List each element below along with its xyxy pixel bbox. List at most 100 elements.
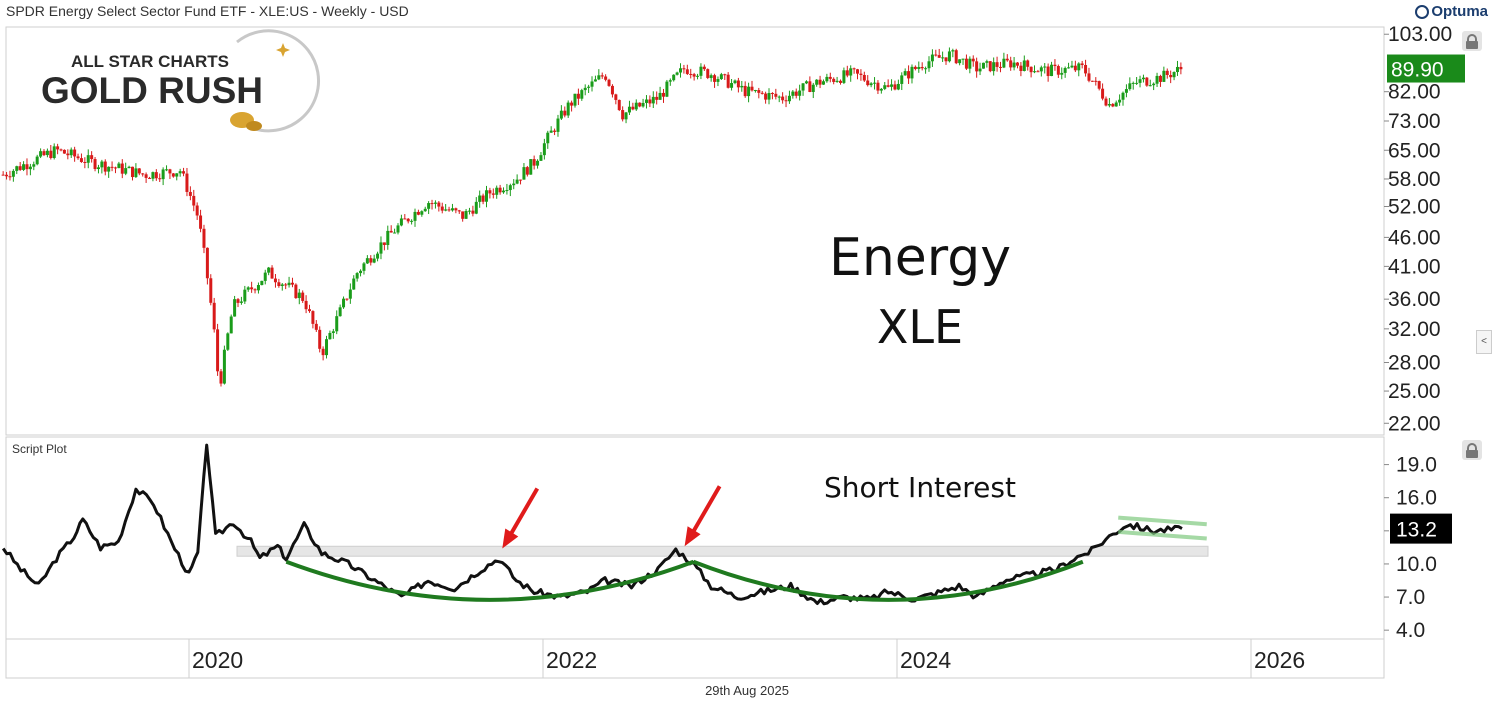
price-candle	[529, 159, 533, 175]
price-candle	[876, 82, 880, 91]
price-candle	[15, 166, 19, 171]
price-candle	[209, 278, 213, 303]
price-candle	[546, 132, 550, 144]
price-candle	[508, 185, 512, 191]
price-candle	[590, 81, 594, 87]
price-candle	[318, 329, 322, 349]
price-axis-tick-label: 32.00	[1388, 318, 1441, 341]
price-candle	[1138, 79, 1142, 83]
short-interest-pane[interactable]	[1, 443, 1209, 606]
price-candle	[165, 169, 169, 171]
price-candle	[961, 58, 965, 60]
price-candle	[883, 85, 887, 89]
price-candle	[580, 90, 584, 99]
price-candle	[1121, 92, 1125, 100]
price-candle	[420, 211, 424, 215]
price-candle	[229, 316, 233, 334]
price-candle	[910, 66, 914, 79]
price-candle	[76, 156, 80, 159]
price-candle	[808, 81, 812, 92]
price-candle	[648, 99, 652, 104]
price-candle	[73, 149, 77, 157]
price-candle	[325, 339, 329, 356]
price-candle	[975, 61, 979, 72]
price-candle	[1169, 74, 1173, 78]
price-candle	[151, 172, 155, 179]
price-candle	[90, 155, 94, 160]
price-axis-tick-label: 73.00	[1388, 110, 1441, 133]
price-candle	[917, 66, 921, 69]
price-candle	[216, 329, 220, 372]
price-candle	[978, 68, 982, 72]
price-candle	[995, 62, 999, 67]
price-candle	[253, 289, 257, 291]
red-arrow-shaft	[506, 487, 540, 540]
price-candle	[893, 84, 897, 90]
price-candle	[1124, 89, 1128, 93]
price-candle	[1070, 65, 1074, 68]
price-candle	[1101, 88, 1105, 99]
price-candle	[137, 168, 141, 174]
price-candle	[784, 100, 788, 102]
price-candle	[934, 54, 938, 56]
price-candle	[992, 62, 996, 72]
price-lock-icon[interactable]	[1462, 31, 1482, 51]
price-candle	[113, 167, 117, 169]
price-candle	[937, 55, 941, 58]
price-candle	[726, 74, 730, 88]
price-candle	[39, 151, 43, 157]
price-candle	[5, 174, 9, 177]
price-candle	[11, 170, 15, 177]
price-candle	[396, 225, 400, 233]
price-candle	[804, 81, 808, 84]
price-candle	[634, 102, 638, 110]
panel-toggle-chevron-icon[interactable]: <	[1476, 330, 1492, 354]
price-candle	[549, 130, 553, 133]
price-candle	[263, 272, 267, 281]
price-candle	[556, 118, 560, 132]
price-candle	[563, 110, 567, 116]
price-candle	[1073, 65, 1077, 71]
price-candle	[1158, 75, 1162, 82]
price-candle	[1094, 80, 1098, 82]
price-candle	[672, 74, 676, 81]
price-candle	[733, 80, 737, 84]
price-candle	[1162, 70, 1166, 82]
price-axis-tick-label: 65.00	[1388, 139, 1441, 162]
price-candle	[627, 106, 631, 113]
price-candle	[260, 280, 264, 286]
price-candle	[1012, 62, 1016, 68]
price-axis-tick-label: 25.00	[1388, 380, 1441, 403]
price-candle	[246, 287, 250, 290]
price-candle	[59, 149, 63, 151]
price-candle	[651, 96, 655, 104]
price-candle	[886, 85, 890, 87]
price-candle	[182, 171, 186, 174]
price-candle	[1114, 102, 1118, 107]
price-candle	[365, 258, 369, 264]
pane-frames	[5, 26, 1385, 679]
price-candle	[1148, 85, 1152, 87]
indicator-lock-icon[interactable]	[1462, 440, 1482, 460]
price-candle	[702, 66, 706, 70]
price-candle	[944, 57, 948, 62]
price-candle	[447, 209, 451, 211]
price-candle	[719, 74, 723, 80]
chart-title-energy: Energy	[829, 228, 1011, 288]
price-candle	[52, 146, 56, 159]
price-candle	[859, 73, 863, 75]
price-candle	[791, 91, 795, 96]
price-candle	[981, 62, 985, 69]
price-candle	[294, 284, 298, 299]
price-candle	[1131, 82, 1135, 84]
price-candle	[941, 57, 945, 59]
price-candle	[862, 74, 866, 81]
price-candle	[879, 88, 883, 91]
price-candle	[515, 179, 519, 184]
price-candle	[1179, 66, 1183, 70]
price-pane[interactable]	[1, 47, 1183, 387]
price-candle	[93, 159, 97, 170]
price-candle	[389, 230, 393, 233]
